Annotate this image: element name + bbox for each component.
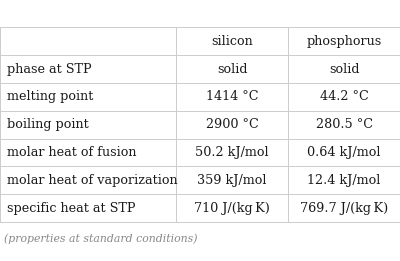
Text: 0.64 kJ/mol: 0.64 kJ/mol (307, 146, 381, 159)
Text: boiling point: boiling point (7, 118, 89, 131)
Text: silicon: silicon (211, 35, 253, 48)
Text: phosphorus: phosphorus (306, 35, 382, 48)
Text: 2900 °C: 2900 °C (206, 118, 258, 131)
Text: 710 J/(kg K): 710 J/(kg K) (194, 201, 270, 215)
Text: 50.2 kJ/mol: 50.2 kJ/mol (195, 146, 269, 159)
Text: molar heat of fusion: molar heat of fusion (7, 146, 137, 159)
Text: solid: solid (217, 63, 247, 76)
Text: solid: solid (329, 63, 359, 76)
Text: 280.5 °C: 280.5 °C (316, 118, 372, 131)
Text: (properties at standard conditions): (properties at standard conditions) (4, 234, 198, 244)
Text: melting point: melting point (7, 90, 94, 103)
Text: phase at STP: phase at STP (7, 63, 92, 76)
Text: 12.4 kJ/mol: 12.4 kJ/mol (307, 174, 381, 187)
Text: 769.7 J/(kg K): 769.7 J/(kg K) (300, 201, 388, 215)
Text: 359 kJ/mol: 359 kJ/mol (197, 174, 267, 187)
Text: specific heat at STP: specific heat at STP (7, 201, 136, 215)
Text: 44.2 °C: 44.2 °C (320, 90, 368, 103)
Text: molar heat of vaporization: molar heat of vaporization (7, 174, 178, 187)
Text: 1414 °C: 1414 °C (206, 90, 258, 103)
